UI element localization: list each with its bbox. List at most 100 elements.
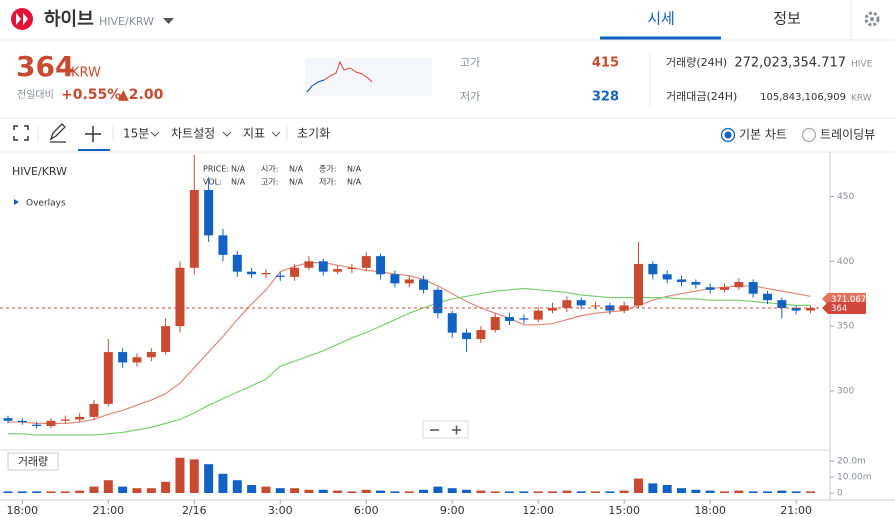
info-label: 고가:	[261, 178, 278, 187]
volume-bar	[17, 491, 27, 493]
candle-body	[476, 330, 486, 340]
candle-body	[17, 420, 27, 423]
volume-bar	[619, 490, 629, 493]
volume-bar	[576, 491, 586, 493]
info-label: 시가:	[261, 165, 278, 174]
candle-body	[218, 235, 228, 255]
candle-body	[648, 263, 658, 275]
interval[interactable]: 15분	[123, 127, 149, 141]
candle-body	[591, 305, 601, 307]
candle-body	[419, 279, 429, 290]
radio-dot	[724, 131, 732, 139]
change-label: 전일대비	[17, 89, 54, 101]
volume-bar	[361, 489, 371, 493]
volume-bar	[562, 490, 572, 493]
view-option[interactable]: 기본 차트	[739, 128, 787, 142]
price: 364	[16, 50, 74, 83]
change-amt: ▲2.00	[118, 87, 164, 103]
volume-bar	[591, 491, 601, 493]
volume-bar	[490, 491, 500, 493]
candle-body	[146, 352, 156, 358]
stat-label: 거래량(24H)	[666, 56, 727, 69]
candle-body	[275, 275, 285, 277]
sparkline-box	[305, 58, 432, 96]
volume-tick-label: 10.00m	[837, 472, 872, 482]
stat-value: 415	[592, 56, 619, 71]
fullscreen[interactable]	[13, 125, 29, 141]
price-unit: KRW	[71, 66, 101, 81]
x-tick-label: 9:00	[440, 504, 465, 517]
volume-bar	[748, 491, 758, 493]
stat-value: 328	[592, 90, 619, 105]
settings[interactable]	[864, 11, 880, 27]
tab[interactable]: 정보	[773, 10, 801, 28]
volume-label: 거래량	[18, 455, 48, 468]
candle-body	[376, 256, 386, 275]
volume-bar	[89, 486, 99, 493]
volume-bar	[762, 491, 772, 493]
candle-body	[404, 279, 414, 284]
volume-bar	[32, 491, 42, 493]
stat-unit: KRW	[851, 94, 872, 104]
volume-bar	[247, 484, 257, 493]
candle-body	[691, 282, 701, 285]
volume-bar	[533, 491, 543, 493]
volume-bar	[519, 491, 529, 493]
draw-tool[interactable]	[49, 123, 66, 143]
dropdown[interactable]	[163, 18, 174, 24]
volume-bar	[605, 491, 615, 493]
stat-label: 저가	[460, 90, 480, 103]
candle-body	[232, 254, 242, 272]
info-value: N/A	[289, 165, 304, 174]
candle-body	[132, 357, 142, 363]
price-tag	[822, 301, 866, 314]
crosshair-tool[interactable]	[85, 126, 101, 142]
view-option[interactable]: 트레이딩뷰	[820, 128, 875, 142]
stat-unit: HIVE	[851, 60, 873, 70]
caret	[222, 131, 232, 137]
candle-body	[118, 352, 128, 363]
toolbar-item[interactable]: 지표	[243, 127, 265, 141]
price-tag	[822, 292, 866, 305]
candle-body	[161, 326, 171, 353]
y-tick-label: 350	[837, 322, 854, 332]
overlays[interactable]: Overlays	[26, 199, 66, 209]
overlays-caret[interactable]	[14, 199, 19, 205]
y-tick-label: 400	[837, 257, 854, 267]
toolbar-item[interactable]: 초기화	[297, 127, 330, 141]
x-tick-label: 18:00	[6, 504, 38, 517]
candle-body	[677, 279, 687, 283]
moving-average	[8, 287, 811, 436]
info-label: PRICE:	[203, 165, 229, 174]
x-tick-label: 18:00	[694, 504, 726, 517]
volume-bar	[3, 491, 13, 493]
info-value: N/A	[231, 165, 246, 174]
candle-body	[705, 287, 715, 290]
price-tag-label: 364	[831, 304, 847, 314]
radio-off[interactable]	[801, 127, 817, 143]
volume-bar	[404, 491, 414, 493]
candle-body	[634, 263, 644, 306]
candle-body	[490, 317, 500, 331]
candle-body	[433, 289, 443, 314]
info-value: N/A	[231, 178, 246, 187]
volume-bar	[648, 483, 658, 493]
x-tick-label: 6:00	[354, 504, 379, 517]
volume-bar	[677, 488, 687, 493]
x-tick-label: 15:00	[608, 504, 640, 517]
radio-on[interactable]	[720, 127, 736, 143]
info-label: 저가:	[319, 178, 336, 187]
volume-bar	[46, 491, 56, 493]
toolbar-item[interactable]: 차트설정	[171, 127, 215, 141]
tab[interactable]: 시세	[647, 10, 675, 28]
candle-body	[333, 269, 343, 272]
symbol: HIVE/KRW	[12, 165, 67, 178]
candle-body	[290, 267, 300, 277]
volume-bar	[376, 490, 386, 493]
volume-bar	[734, 490, 744, 493]
x-tick-label: 21:00	[780, 504, 812, 517]
candle-body	[791, 307, 801, 311]
volume-bar	[275, 488, 285, 493]
zoom-buttons[interactable]	[430, 425, 461, 435]
